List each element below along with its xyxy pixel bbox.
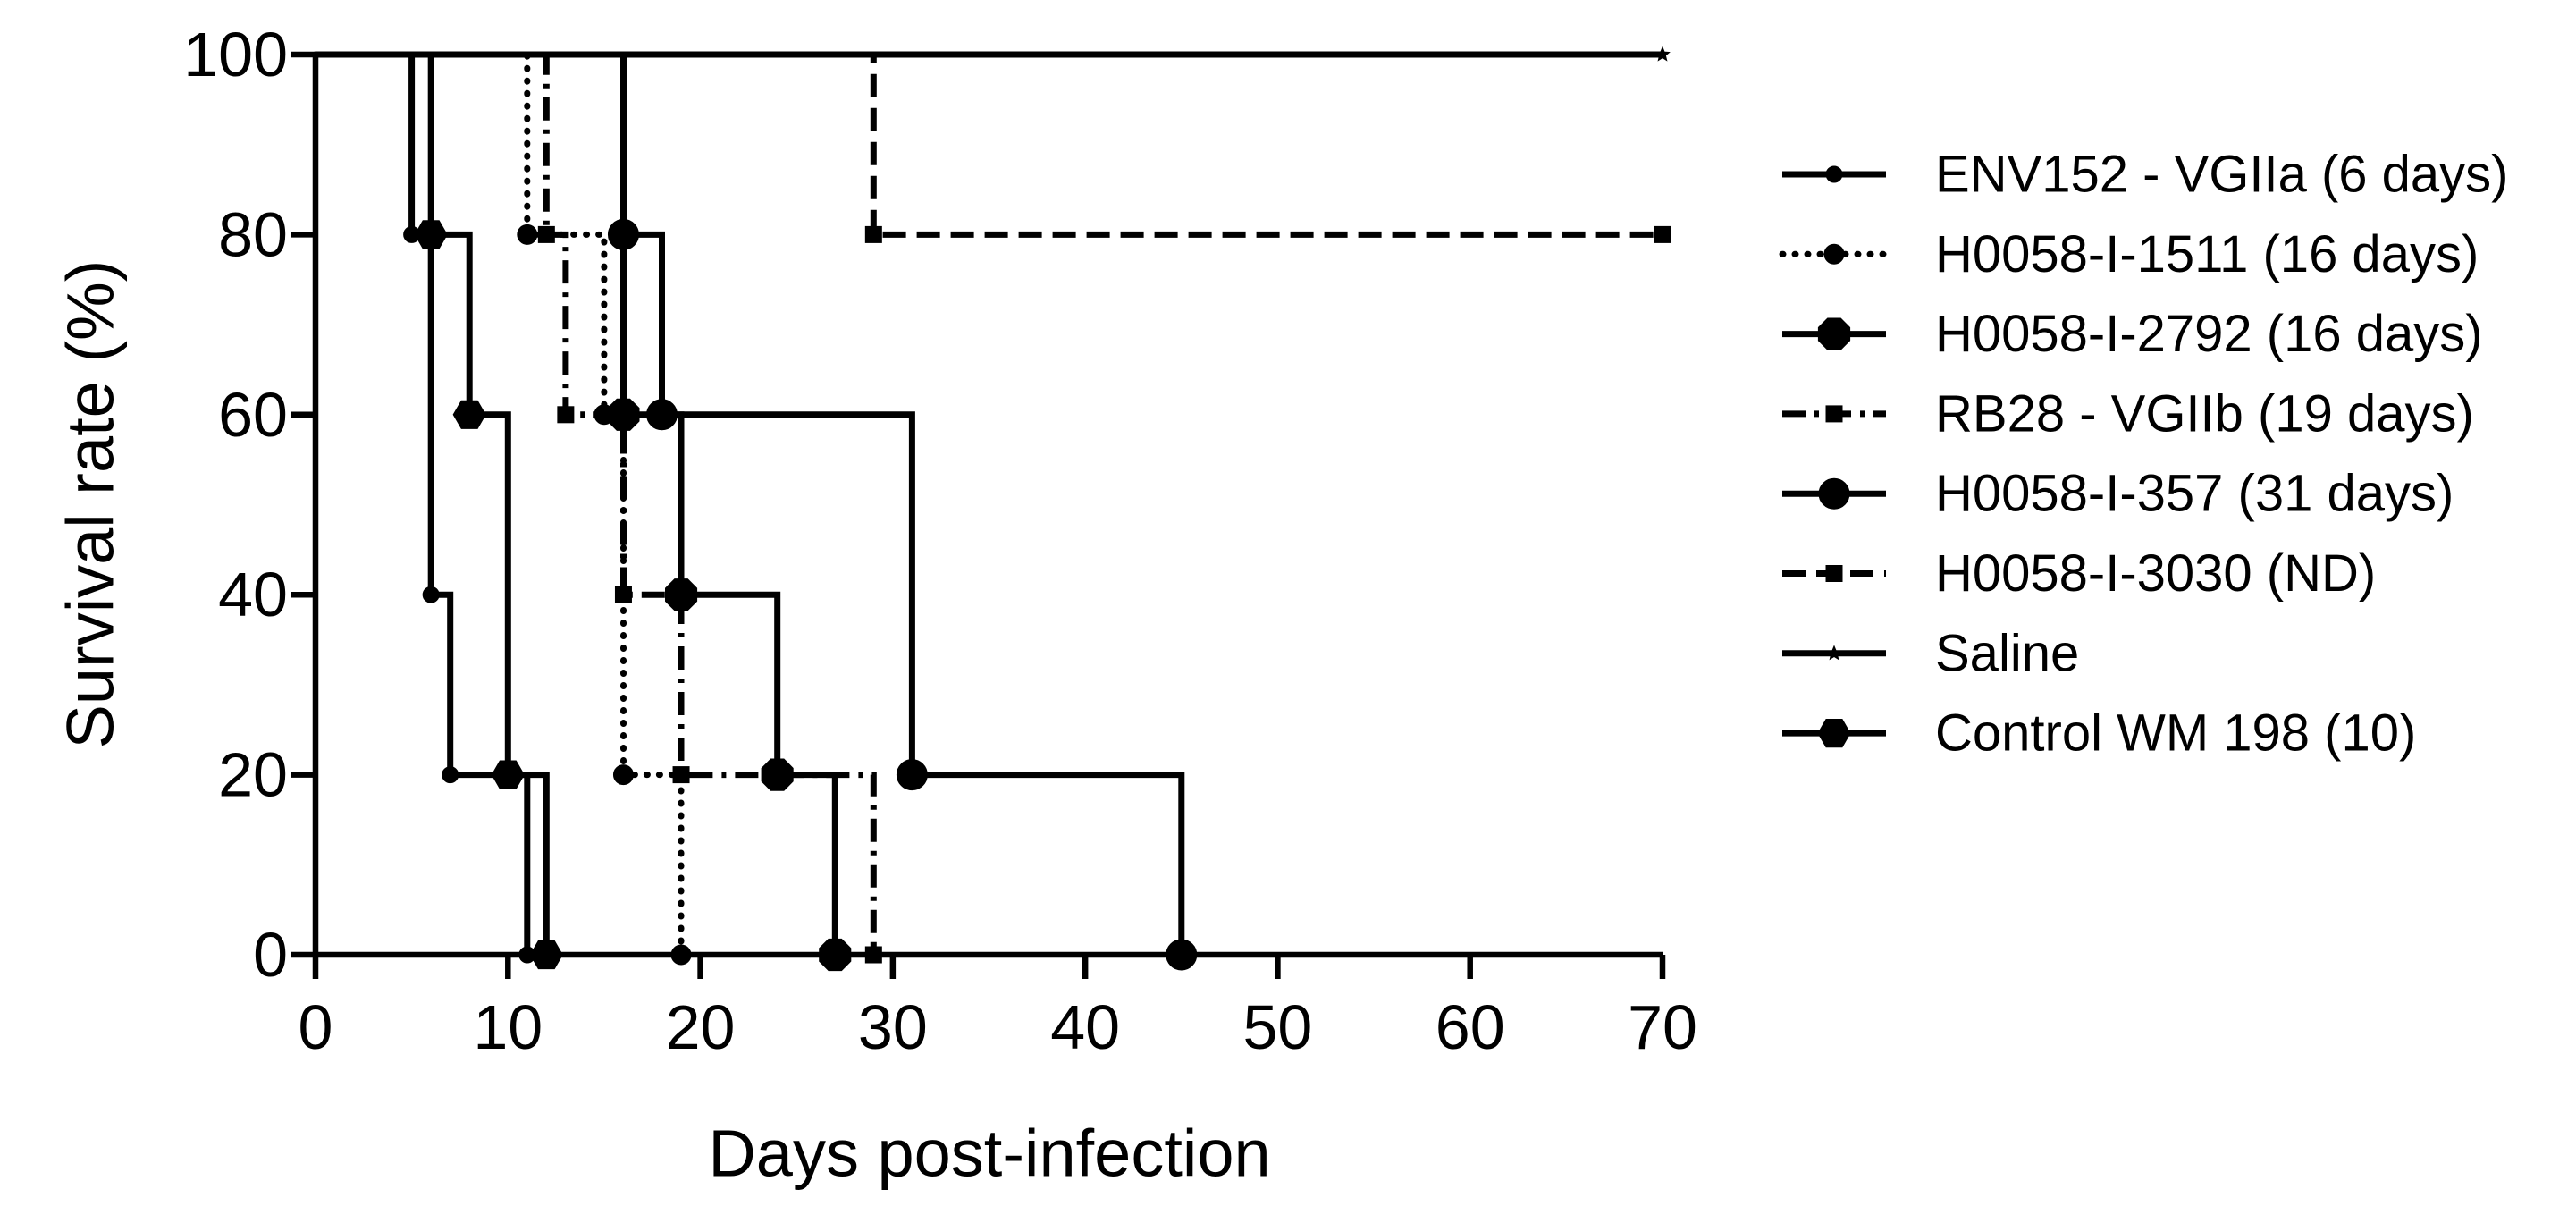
data-point xyxy=(529,940,563,970)
data-point xyxy=(607,398,640,431)
legend-label: Saline xyxy=(1935,624,2079,682)
legend-marker xyxy=(1818,477,1850,510)
legend-item: H0058-I-3030 (ND) xyxy=(1782,544,2376,603)
legend-label: H0058-I-3030 (ND) xyxy=(1935,544,2376,603)
data-point xyxy=(670,944,692,966)
legend-item: H0058-I-2792 (16 days) xyxy=(1782,305,2483,363)
x-tick-label: 60 xyxy=(1435,992,1505,1062)
legend-item: H0058-I-1511 (16 days) xyxy=(1779,225,2479,283)
data-point xyxy=(896,759,928,791)
legend-label: Control WM 198 (10) xyxy=(1935,704,2416,763)
legend-marker xyxy=(1826,645,1842,661)
y-axis-label: Survival rate (%) xyxy=(54,260,128,749)
data-point xyxy=(422,586,440,603)
legend-label: H0058-I-357 (31 days) xyxy=(1935,465,2454,523)
survival-curve-3 xyxy=(316,51,838,955)
y-tick-label: 0 xyxy=(253,920,288,990)
x-tick-label: 20 xyxy=(666,992,736,1062)
x-tick-label: 50 xyxy=(1242,992,1312,1062)
legend: ENV152 - VGIIa (6 days) H0058-I-1511 (16 … xyxy=(1779,146,2508,763)
legend-label: ENV152 - VGIIa (6 days) xyxy=(1935,146,2508,204)
legend-marker xyxy=(1817,317,1851,350)
legend-marker xyxy=(1823,243,1845,265)
x-ticks: 0 10 20 30 40 50 60 70 xyxy=(299,955,1697,1062)
x-tick-label: 40 xyxy=(1050,992,1120,1062)
series-layer xyxy=(312,51,1663,958)
data-point xyxy=(672,766,690,784)
data-point xyxy=(614,586,632,603)
legend-marker xyxy=(1817,719,1851,748)
survival-curve-6 xyxy=(316,51,1663,238)
legend-label: H0058-I-2792 (16 days) xyxy=(1935,305,2483,363)
data-point xyxy=(491,760,525,789)
legend-marker xyxy=(1825,405,1843,423)
data-point xyxy=(612,764,634,786)
y-tick-label: 80 xyxy=(218,199,288,269)
data-point xyxy=(517,224,538,245)
data-point xyxy=(1654,46,1671,62)
data-point xyxy=(819,938,852,972)
y-tick-label: 40 xyxy=(218,560,288,629)
data-point xyxy=(414,220,448,249)
x-tick-label: 0 xyxy=(299,992,333,1062)
x-axis-label: Days post-infection xyxy=(708,1117,1270,1191)
y-ticks: 0 20 40 60 80 100 xyxy=(183,20,316,990)
survival-curve-5 xyxy=(316,51,1185,955)
axes xyxy=(312,55,1663,958)
legend-item: ENV152 - VGIIa (6 days) xyxy=(1782,146,2508,204)
marker-layer xyxy=(403,46,1671,972)
data-point xyxy=(607,218,639,250)
legend-item: H0058-I-357 (31 days) xyxy=(1782,465,2454,523)
data-point xyxy=(1166,939,1198,971)
data-point xyxy=(452,400,486,429)
survival-curve-1 xyxy=(316,51,531,955)
legend-marker xyxy=(1825,165,1843,183)
data-point xyxy=(864,225,882,243)
data-point xyxy=(646,399,678,431)
legend-label: H0058-I-1511 (16 days) xyxy=(1935,225,2479,283)
data-point xyxy=(1654,225,1671,243)
y-tick-label: 20 xyxy=(218,740,288,810)
data-point xyxy=(537,225,555,243)
legend-item: Saline xyxy=(1782,624,2079,682)
y-tick-label: 100 xyxy=(183,20,288,89)
legend-marker xyxy=(1825,565,1843,582)
data-point xyxy=(761,758,794,791)
data-point xyxy=(665,578,698,612)
data-point xyxy=(864,946,882,964)
x-tick-label: 10 xyxy=(473,992,543,1062)
survival-curve-4 xyxy=(316,51,877,955)
y-tick-label: 60 xyxy=(218,380,288,450)
x-tick-label: 70 xyxy=(1628,992,1697,1062)
legend-label: RB28 - VGIIb (19 days) xyxy=(1935,384,2474,443)
x-tick-label: 30 xyxy=(858,992,928,1062)
legend-item: Control WM 198 (10) xyxy=(1782,704,2416,763)
data-point xyxy=(557,406,575,424)
legend-item: RB28 - VGIIb (19 days) xyxy=(1782,384,2474,443)
data-point xyxy=(442,766,459,784)
